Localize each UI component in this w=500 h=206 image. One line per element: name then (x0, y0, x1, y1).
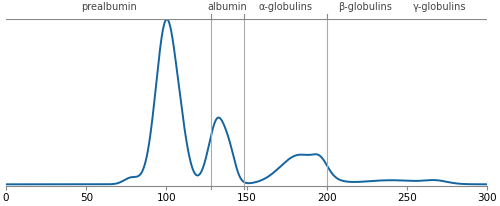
Text: prealbumin: prealbumin (81, 2, 136, 12)
Text: γ-globulins: γ-globulins (412, 2, 466, 12)
Text: α-globulins: α-globulins (258, 2, 312, 12)
Text: albumin: albumin (208, 2, 248, 12)
Text: β-globulins: β-globulins (338, 2, 392, 12)
